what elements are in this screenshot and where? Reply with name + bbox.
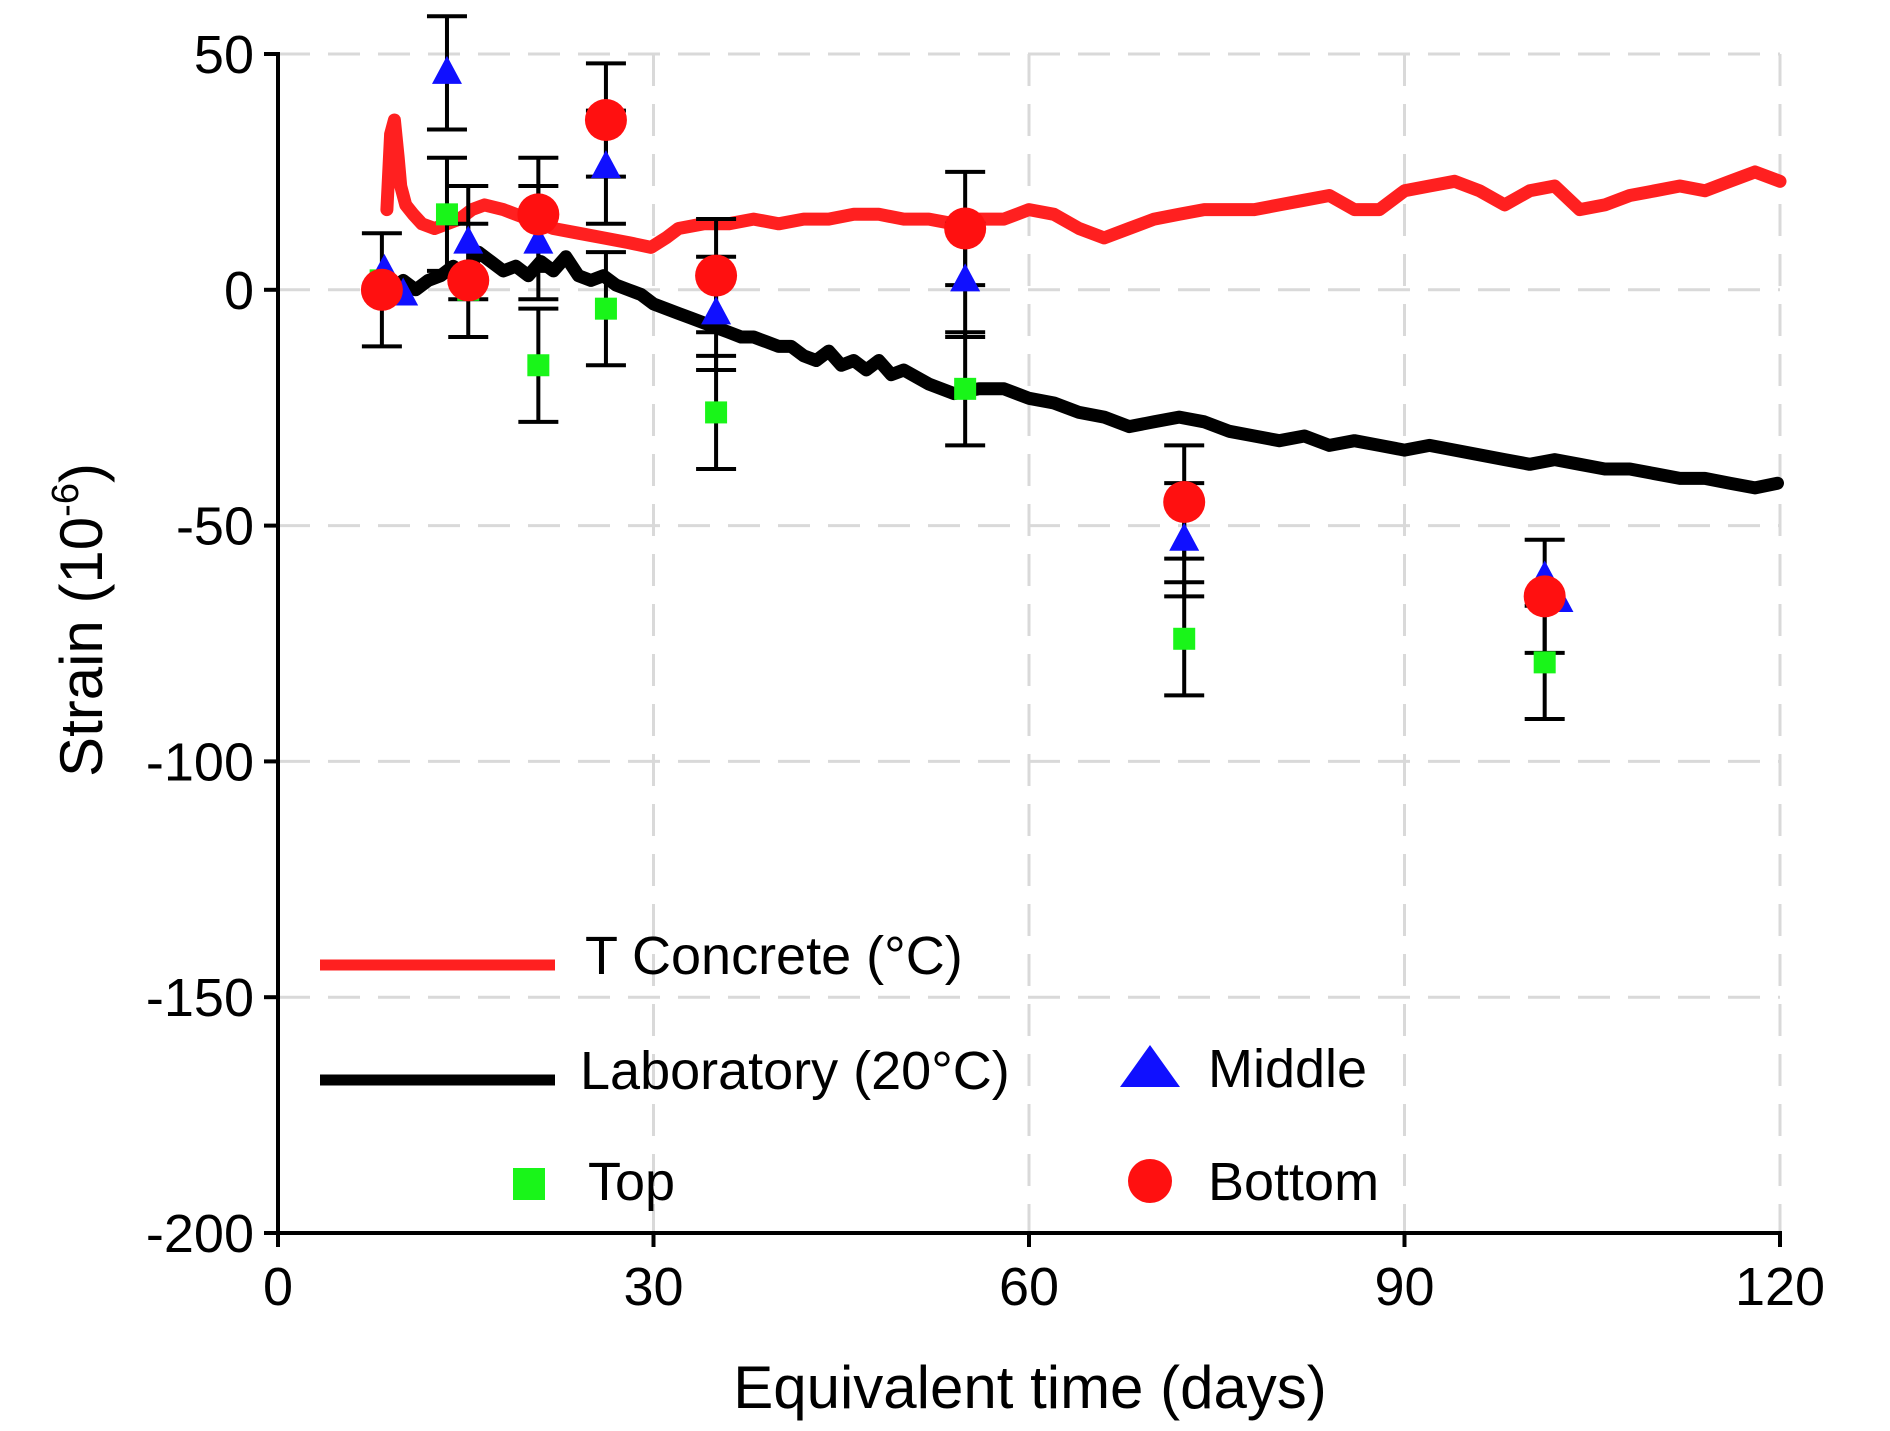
data-point-top bbox=[527, 354, 550, 377]
grid bbox=[278, 52, 1782, 1233]
x-tick-label: 30 bbox=[623, 1257, 683, 1317]
data-point-middle bbox=[523, 225, 554, 254]
y-tick-label: 50 bbox=[194, 25, 254, 85]
series-line-t-concrete-c bbox=[380, 113, 1787, 254]
legend: T Concrete (°C) Laboratory (20°C) Middle… bbox=[320, 926, 1379, 1212]
data-point-bottom bbox=[1163, 481, 1206, 524]
x-axis-title: Equivalent time (days) bbox=[733, 1354, 1327, 1421]
data-point-top bbox=[594, 297, 617, 320]
legend-label-top: Top bbox=[588, 1152, 675, 1212]
data-point-top bbox=[1173, 627, 1196, 650]
legend-label-middle: Middle bbox=[1208, 1039, 1367, 1099]
y-tick-label: -150 bbox=[146, 968, 254, 1028]
series-line-laboratory-20-c bbox=[390, 245, 1784, 495]
legend-label-laboratory: Laboratory (20°C) bbox=[580, 1041, 1010, 1101]
x-tick-label: 60 bbox=[999, 1257, 1059, 1317]
data-point-bottom bbox=[447, 259, 490, 302]
data-point-bottom bbox=[360, 268, 403, 311]
x-tick-label: 120 bbox=[1735, 1257, 1825, 1317]
y-tick-label: -200 bbox=[146, 1204, 254, 1264]
y-axis-title: Strain (10-6) bbox=[45, 463, 115, 777]
data-point-top bbox=[435, 203, 458, 226]
data-point-bottom bbox=[1523, 575, 1566, 618]
y-tick-label: -50 bbox=[176, 497, 254, 557]
y-axis-title-main: Strain (10 bbox=[48, 517, 115, 777]
legend-swatch-bottom bbox=[1128, 1159, 1172, 1203]
data-point-middle bbox=[453, 225, 484, 254]
data-point-top bbox=[954, 377, 977, 400]
data-point-top bbox=[705, 401, 728, 424]
data-point-middle bbox=[950, 263, 981, 292]
data-point-middle bbox=[590, 150, 621, 179]
legend-swatch-middle bbox=[1120, 1045, 1180, 1087]
y-axis-title-close: ) bbox=[48, 463, 115, 483]
x-tick-label: 90 bbox=[1374, 1257, 1434, 1317]
x-tick-label: 0 bbox=[263, 1257, 293, 1317]
data-point-middle bbox=[431, 55, 462, 84]
data-point-bottom bbox=[584, 99, 627, 142]
data-point-bottom bbox=[944, 207, 987, 250]
y-tick-label: -100 bbox=[146, 732, 254, 792]
y-tick-label: 0 bbox=[224, 261, 254, 321]
legend-label-t-concrete: T Concrete (°C) bbox=[585, 926, 963, 986]
data-point-middle bbox=[1169, 522, 1200, 551]
data-point-bottom bbox=[517, 193, 560, 236]
data-points bbox=[360, 14, 1574, 721]
legend-swatch-top bbox=[513, 1168, 545, 1200]
data-point-middle bbox=[701, 296, 732, 325]
legend-label-bottom: Bottom bbox=[1208, 1152, 1379, 1212]
y-axis-title-sup: -6 bbox=[45, 483, 87, 517]
data-point-bottom bbox=[695, 254, 738, 297]
data-point-top bbox=[1533, 651, 1556, 674]
